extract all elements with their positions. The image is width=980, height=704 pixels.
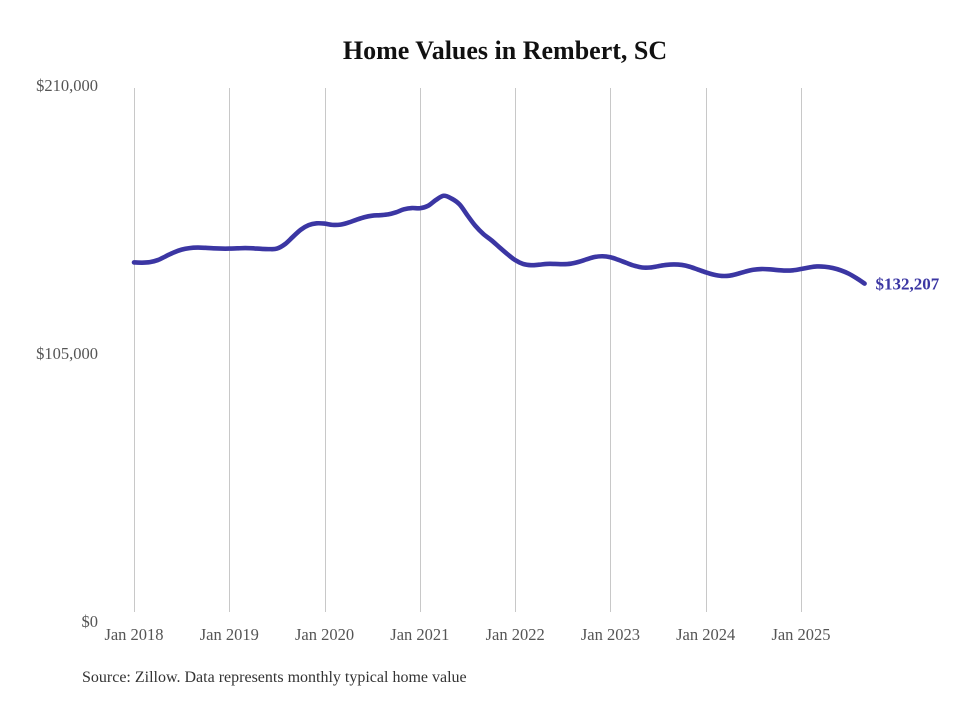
x-axis-tick-label: Jan 2021 (390, 625, 449, 644)
source-footnote: Source: Zillow. Data represents monthly … (82, 669, 467, 686)
y-axis-tick-label: $0 (82, 612, 99, 631)
x-axis-tick-label: Jan 2024 (676, 625, 735, 644)
x-axis-tick-label: Jan 2019 (200, 625, 259, 644)
x-axis-tick-labels: Jan 2018 Jan 2019 Jan 2020 Jan 2021 Jan 2022… (104, 625, 830, 644)
y-axis-tick-label: $210,000 (36, 76, 98, 95)
x-axis-tick-label: Jan 2020 (295, 625, 354, 644)
end-value-label: $132,207 (876, 275, 940, 294)
x-axis-tick-label: Jan 2022 (486, 625, 545, 644)
chart-title: Home Values in Rembert, SC (343, 36, 667, 65)
x-axis-tick-label: Jan 2018 (104, 625, 163, 644)
y-axis-tick-labels: $210,000 $105,000 $0 (36, 76, 98, 631)
x-axis-tick-label: Jan 2023 (581, 625, 640, 644)
gridlines (133, 88, 803, 612)
x-axis-tick-label: Jan 2025 (771, 625, 830, 644)
home-value-line-series (131, 193, 867, 286)
y-axis-tick-label: $105,000 (36, 344, 98, 363)
